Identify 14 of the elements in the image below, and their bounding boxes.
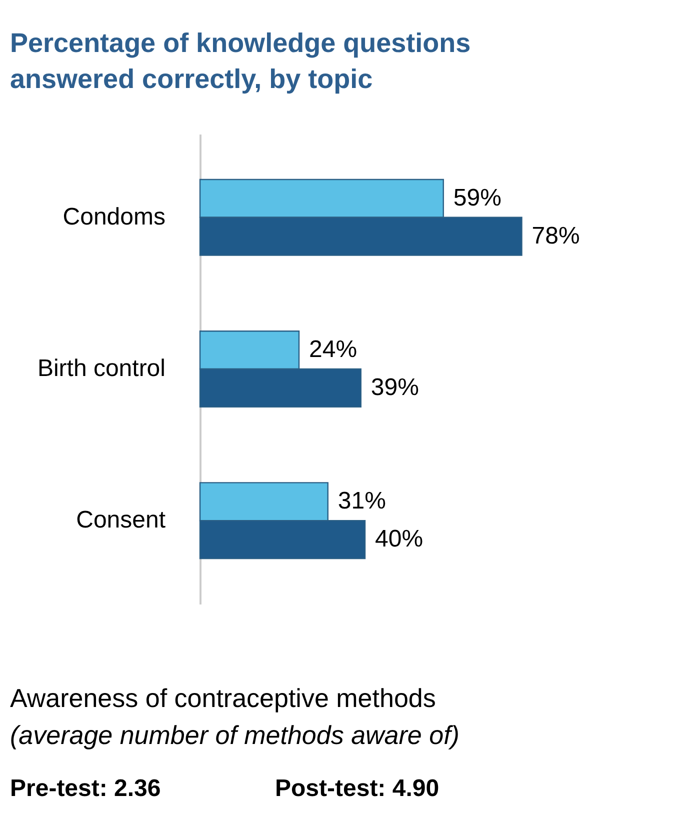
data-label: 40% [375,526,424,553]
y-tick-label: Consent [76,506,166,534]
data-label: 31% [338,488,386,515]
data-label: 59% [453,184,502,212]
text: Awareness of contraceptive methods [10,683,436,713]
text: (average number of methods aware of) [10,720,460,750]
data-label: 78% [532,222,580,250]
text: Pre-test: 2.36 [10,775,161,802]
y-tick-label: Birth control [37,355,166,382]
data-label: 39% [370,374,419,401]
y-tick-label: Condoms [62,203,166,230]
chart-title: Percentage of knowledge questions answered correctly, by topic [10,28,471,94]
text: Post-test: 4.90 [275,775,440,802]
data-label: 24% [309,336,358,364]
